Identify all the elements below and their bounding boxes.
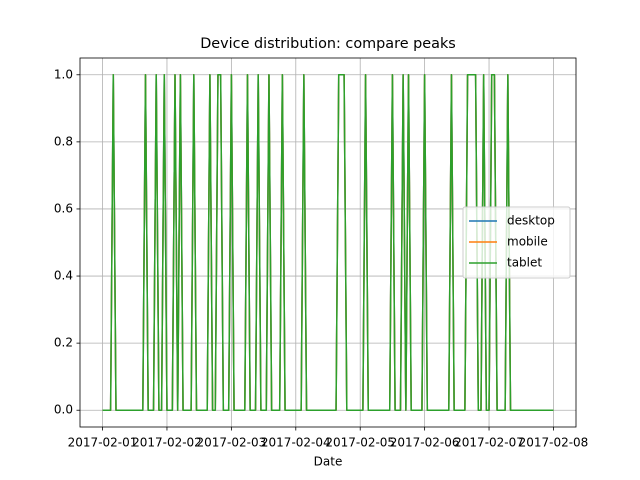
legend-label: tablet (507, 256, 542, 270)
x-tick-label: 2017-02-08 (519, 436, 589, 450)
y-tick-label: 0.2 (54, 336, 73, 350)
x-tick-label: 2017-02-06 (390, 436, 460, 450)
x-axis-label: Date (314, 455, 343, 469)
legend-label: desktop (507, 214, 555, 228)
y-tick-label: 1.0 (54, 67, 73, 81)
x-tick-label: 2017-02-01 (68, 436, 138, 450)
chart-title: Device distribution: compare peaks (200, 36, 456, 52)
legend-box (462, 206, 571, 279)
x-tick-label: 2017-02-07 (454, 436, 524, 450)
y-tick-label: 0.4 (54, 269, 73, 283)
line-series (102, 74, 554, 411)
legend-label: mobile (507, 235, 548, 249)
y-tick-label: 0.8 (54, 134, 73, 148)
axes-frame (79, 57, 577, 428)
y-tick-label: 0.0 (54, 403, 73, 417)
x-tick-label: 2017-02-03 (197, 436, 267, 450)
x-tick-label: 2017-02-04 (261, 436, 331, 450)
x-tick-label: 2017-02-02 (132, 436, 202, 450)
x-tick-label: 2017-02-05 (325, 436, 395, 450)
y-tick-label: 0.6 (54, 201, 73, 215)
